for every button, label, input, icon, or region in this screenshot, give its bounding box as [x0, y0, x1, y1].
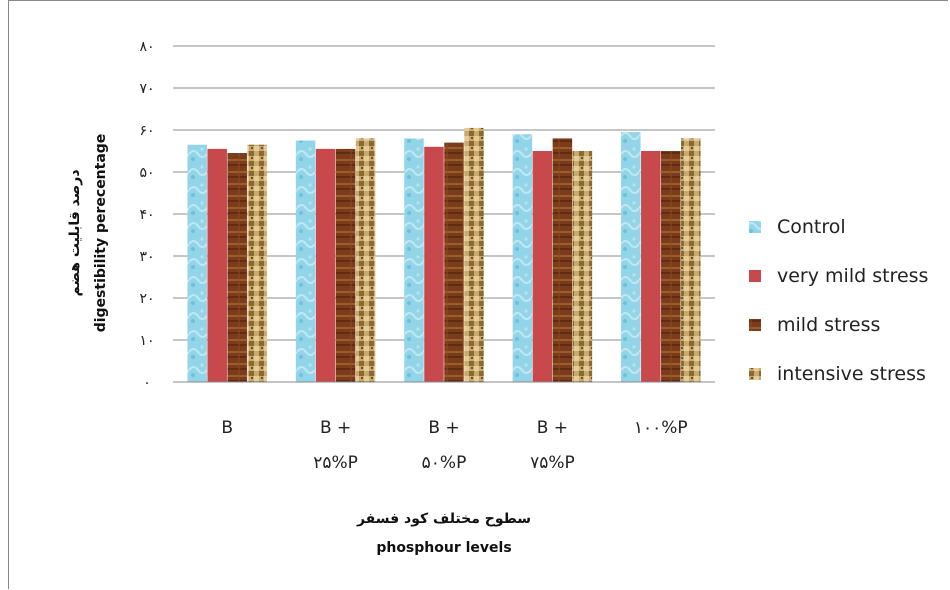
x-tick-label: B + [428, 418, 459, 438]
bar [247, 144, 267, 382]
bar [355, 138, 376, 382]
x-tick-labels: B B + ۲۵%P B + ۵۰%P B + ۷۵%P ۱۰۰%P [221, 418, 687, 473]
y-tick-label: ۵۰ [139, 165, 154, 181]
bar [187, 144, 207, 382]
legend-swatch [749, 270, 761, 282]
legend: Control very mild stress mild stress intens… [749, 216, 928, 385]
bar [552, 138, 573, 382]
legend-swatch [749, 221, 761, 233]
legend-label: Control [777, 216, 846, 238]
bar [295, 140, 316, 382]
x-tick-label: ۷۵%P [530, 453, 575, 473]
chart-svg: ۰ ۱۰ ۲۰ ۳۰ ۴۰ ۵۰ ۶۰ ۷۰ ۸۰ B B + ۲۵%P B + ۵۰%P B + ۷۵%P… [67, 39, 928, 556]
y-axis-title-fa: درصد قابلیت هضم [67, 169, 83, 296]
x-tick-label: ۱۰۰%P [634, 418, 688, 438]
y-tick-label: ۷۰ [139, 81, 154, 97]
bar [532, 151, 553, 382]
bar [661, 151, 681, 382]
y-tick-label: ۰ [143, 375, 151, 391]
bar [315, 148, 336, 382]
bar [424, 146, 444, 382]
y-tick-labels: ۰ ۱۰ ۲۰ ۳۰ ۴۰ ۵۰ ۶۰ ۷۰ ۸۰ [139, 39, 154, 391]
bar [512, 134, 533, 382]
y-tick-label: ۸۰ [139, 39, 154, 55]
bar [404, 138, 424, 382]
x-tick-label: B + [537, 418, 568, 438]
x-tick-label: ۲۵%P [313, 453, 358, 473]
y-tick-label: ۳۰ [139, 249, 154, 265]
chart-frame: ۰ ۱۰ ۲۰ ۳۰ ۴۰ ۵۰ ۶۰ ۷۰ ۸۰ B B + ۲۵%P B + ۵۰%P B + ۷۵%P… [8, 0, 948, 589]
bar [335, 148, 356, 382]
legend-label: mild stress [777, 314, 880, 336]
bar [464, 127, 484, 383]
legend-label: very mild stress [777, 265, 928, 287]
legend-swatch [749, 319, 761, 331]
bar [641, 151, 661, 382]
y-tick-label: ۱۰ [139, 333, 154, 349]
bar [621, 132, 641, 382]
x-axis-title-fa: سطوح مختلف کود فسفر [356, 511, 531, 527]
y-tick-label: ۴۰ [139, 207, 154, 223]
bar [227, 153, 247, 382]
bar [681, 138, 701, 382]
y-tick-label: ۶۰ [139, 123, 154, 139]
bar [444, 142, 464, 382]
y-axis-title-en: digestibility perecentage [93, 134, 109, 333]
bar [572, 151, 593, 382]
bars [187, 127, 701, 383]
y-tick-label: ۲۰ [139, 291, 154, 307]
legend-swatch [749, 368, 761, 380]
x-tick-label: B [221, 418, 233, 438]
bar [207, 148, 227, 382]
x-tick-label: ۵۰%P [422, 453, 467, 473]
x-axis-title-en: phosphour levels [376, 540, 511, 556]
x-tick-label: B + [320, 418, 351, 438]
legend-label: intensive stress [777, 363, 926, 385]
